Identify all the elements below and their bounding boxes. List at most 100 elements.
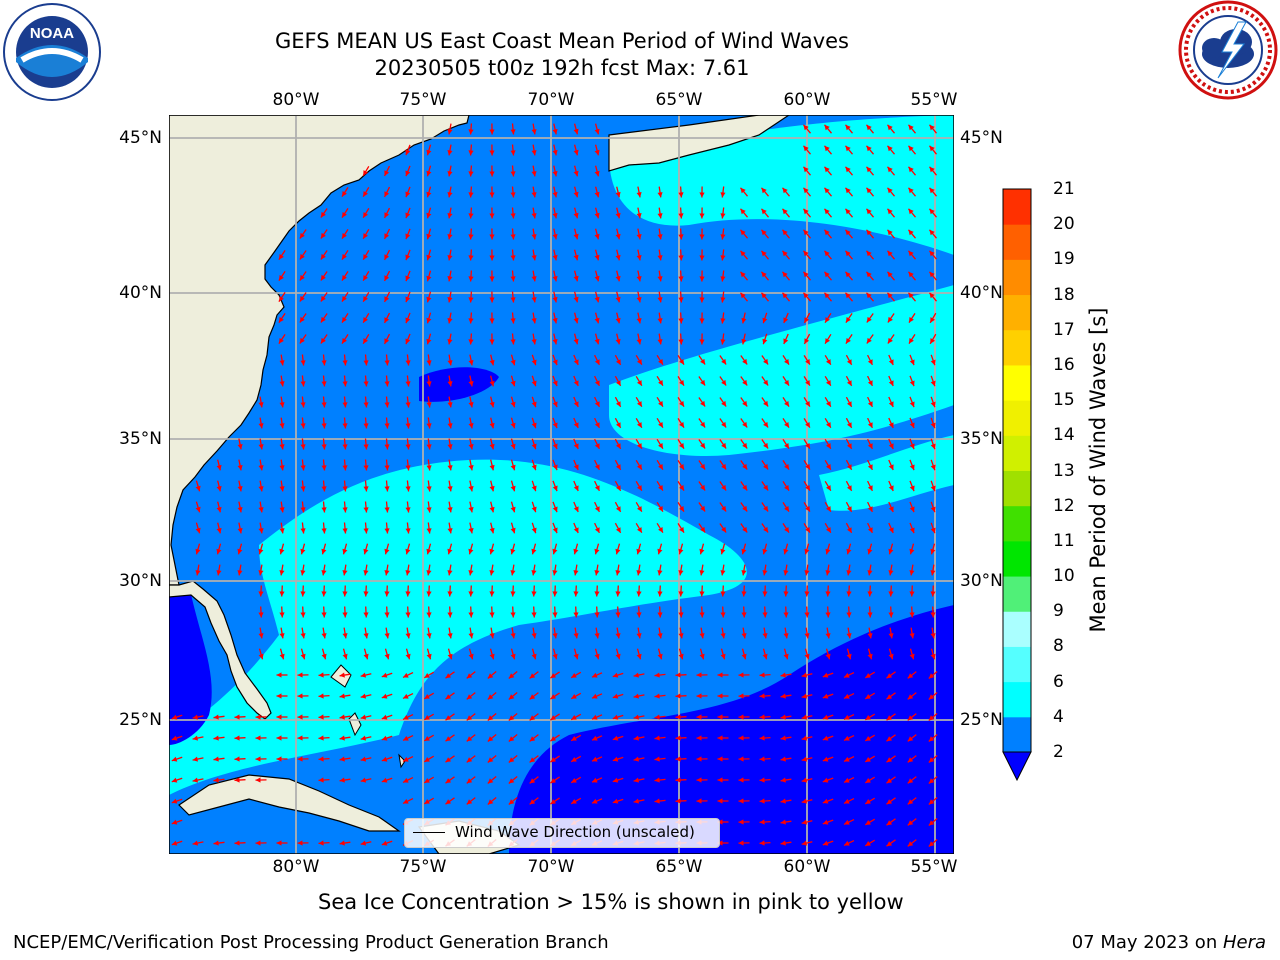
vector-head [721,358,727,365]
vector-head [278,338,284,344]
vector-head [384,254,390,260]
vector-head [612,714,619,720]
vector-head [801,819,808,825]
vector-head [384,528,390,534]
vector-head [700,505,706,512]
vector-head [717,798,723,804]
vector-head [742,463,748,470]
vector-head [489,485,495,492]
vector-head [637,443,642,449]
vector-head [930,338,935,344]
vector-head [529,799,536,805]
vector-head [531,129,537,135]
vector-head [381,840,388,846]
vector-head [699,255,705,261]
vector-head [405,528,411,534]
vector-head [763,484,769,491]
legend-line-icon [413,832,445,833]
lon-tick-top: 75°W [399,90,447,110]
vector-head [822,735,829,741]
vector-head [255,714,261,720]
lon-tick-bottom: 80°W [272,857,320,877]
colorbar-segment [1003,470,1031,507]
vector-head [531,612,537,618]
vector-head [468,528,474,534]
vector-head [192,840,198,846]
vector-head [805,401,810,407]
vector-head [384,360,390,366]
vector-head [930,527,936,534]
vector-head [195,570,201,576]
vector-head [550,799,556,805]
vector-head [384,507,390,513]
vector-head [678,276,684,282]
vector-head [234,756,240,762]
vector-head [594,570,600,576]
vector-head [825,633,831,639]
vector-head [489,570,495,576]
vector-head [531,422,537,429]
vector-head [405,548,411,555]
vector-head [866,229,872,236]
vector-head [489,318,495,324]
vector-head [846,570,852,576]
vector-head [318,777,324,783]
vector-head [341,212,347,218]
vector-head [594,128,600,135]
vector-head [487,715,494,721]
vector-head [363,212,368,218]
vector-head [907,778,914,784]
vector-head [847,464,852,470]
vector-head [508,736,515,742]
vector-head [468,129,474,135]
vector-head [928,778,935,784]
vector-head [740,208,746,215]
map-title: GEFS MEAN US East Coast Mean Period of W… [275,29,849,53]
vector-head [405,381,411,387]
vector-head [803,145,809,152]
lat-tick-right: 30°N [960,571,1003,591]
vector-head [675,798,681,804]
lon-tick-bottom: 55°W [910,857,958,877]
vector-head [216,570,222,576]
vector-head [342,465,348,471]
vector-head [675,777,681,783]
vector-head [550,694,556,700]
vector-head [761,250,767,257]
colorbar-tick-label: 21 [1053,179,1075,199]
vector-head [363,548,369,555]
vector-head [321,633,327,639]
vector-head [847,401,852,407]
graticule [169,115,954,854]
vector-head [552,464,558,471]
vector-head [258,423,264,429]
vector-head [300,633,306,639]
vector-head [615,548,621,555]
vector-head [445,694,452,700]
vector-head [700,463,706,470]
vector-head [637,464,642,470]
vector-head [405,317,411,324]
vector-head [928,820,935,826]
vector-head [826,359,831,365]
vector-head [594,212,600,219]
vector-head [321,507,327,513]
vector-head [762,338,768,345]
vector-head [783,570,789,576]
vector-head [405,254,411,261]
vector-head [571,757,577,762]
vector-head [908,271,914,278]
vector-head [804,548,810,555]
vector-head [342,570,348,576]
vector-head [636,633,642,639]
vector-head [552,633,558,639]
vector-head [866,124,872,131]
vector-head [300,653,306,660]
vector-head [928,757,935,763]
vector-head [405,653,411,660]
vector-head [594,527,600,533]
vector-head [573,233,579,240]
vector-head [234,840,240,846]
vector-head [847,380,852,386]
vector-head [844,714,850,720]
